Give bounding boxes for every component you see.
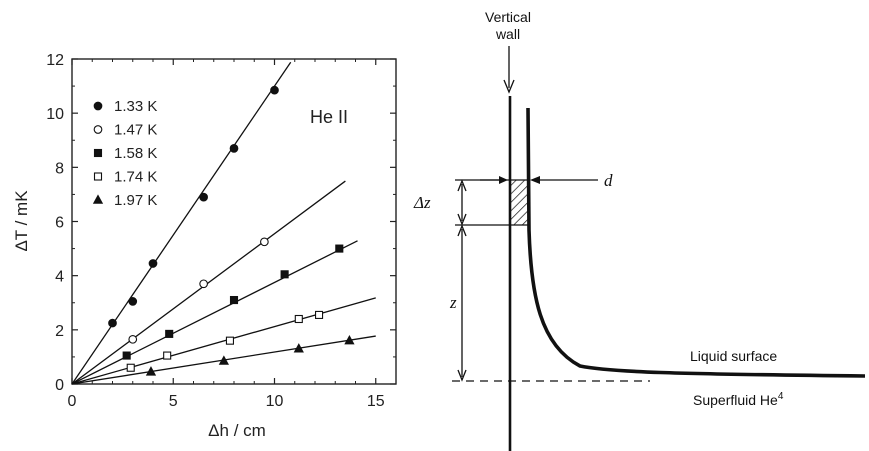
data-point	[199, 192, 208, 202]
data-point	[335, 244, 344, 253]
data-point	[344, 335, 355, 345]
d-arrow-right-head	[530, 176, 540, 184]
y-tick-label: 10	[46, 106, 64, 123]
x-tick-label: 10	[266, 393, 284, 410]
legend-label: 1.74 K	[114, 169, 157, 186]
data-point	[260, 237, 269, 247]
data-point	[225, 336, 234, 345]
data-point	[280, 270, 289, 279]
film-diagram: Vertical wall d Δz z Liquid surface Supe…	[413, 9, 866, 451]
data-point	[126, 363, 135, 372]
y-tick-label: 4	[55, 269, 64, 286]
fit-line	[71, 240, 358, 385]
y-axis-ticks: 0 2 4 6 8 10 12	[46, 52, 396, 394]
data-point	[122, 351, 131, 360]
data-point	[270, 85, 279, 95]
dz-arrow-top-head	[457, 179, 467, 192]
legend: 1.33 K 1.47 K 1.58 K 1.74 K 1.97 K	[92, 98, 157, 209]
data-point	[128, 297, 138, 306]
legend-label: 1.58 K	[114, 145, 157, 162]
data-point	[218, 355, 230, 365]
z-arrow-top-head	[457, 224, 467, 237]
data-point	[163, 351, 172, 360]
hatched-region	[509, 179, 529, 226]
superfluid-label-text: Superfluid He	[693, 392, 778, 408]
data-point	[294, 314, 303, 324]
y-tick-label: 12	[46, 52, 64, 69]
y-tick-label: 6	[55, 215, 64, 232]
y-axis-title: ΔT / mK	[12, 190, 31, 252]
wall-label-line1: Vertical	[485, 9, 531, 25]
superfluid-label-superscript: 4	[778, 391, 784, 402]
legend-marker	[93, 101, 103, 111]
data-point	[148, 259, 158, 268]
legend-label: 1.97 K	[114, 192, 157, 209]
fit-line	[71, 297, 376, 385]
legend-marker	[93, 172, 103, 181]
data-points	[108, 85, 355, 376]
fit-lines	[71, 61, 376, 385]
d-label: d	[604, 171, 613, 190]
legend-marker	[93, 125, 103, 134]
chart-panel: 0 2 4 6 8 10 12 0 5 10 15 1.33 K 1.47 K 1.58 K 1.74 …	[12, 52, 397, 440]
x-tick-label: 15	[367, 393, 385, 410]
liquid-film-profile	[526, 107, 866, 378]
fit-line	[71, 61, 292, 385]
x-tick-label: 0	[68, 393, 77, 410]
y-tick-label: 0	[55, 377, 64, 394]
chart-annotation: He II	[310, 107, 348, 127]
wall-label-line2: wall	[495, 26, 520, 42]
dz-arrow-bottom-head	[457, 213, 467, 226]
superfluid-label: Superfluid He4	[693, 391, 784, 408]
data-point	[108, 318, 117, 328]
dz-label: Δz	[413, 193, 431, 212]
legend-marker	[92, 194, 104, 204]
wall-arrow-head	[503, 79, 515, 94]
data-point	[165, 329, 174, 338]
legend-label: 1.33 K	[114, 98, 157, 115]
x-axis-title: Δh / cm	[208, 421, 266, 440]
z-label: z	[449, 293, 457, 312]
legend-marker	[93, 148, 103, 158]
y-tick-label: 2	[55, 323, 64, 340]
z-arrow-bottom-head	[457, 369, 467, 382]
liquid-surface-label: Liquid surface	[690, 348, 777, 364]
x-axis-ticks: 0 5 10 15	[68, 59, 385, 410]
y-tick-label: 8	[55, 160, 64, 177]
legend-label: 1.47 K	[114, 122, 157, 139]
data-point	[314, 310, 324, 319]
data-point	[145, 366, 157, 376]
x-tick-label: 5	[169, 393, 178, 410]
fit-line	[71, 180, 346, 385]
data-point	[293, 343, 304, 353]
d-arrow-left-head	[499, 176, 508, 184]
data-point	[128, 334, 138, 344]
data-point	[199, 279, 208, 289]
data-point	[229, 295, 239, 305]
data-point	[229, 144, 239, 153]
